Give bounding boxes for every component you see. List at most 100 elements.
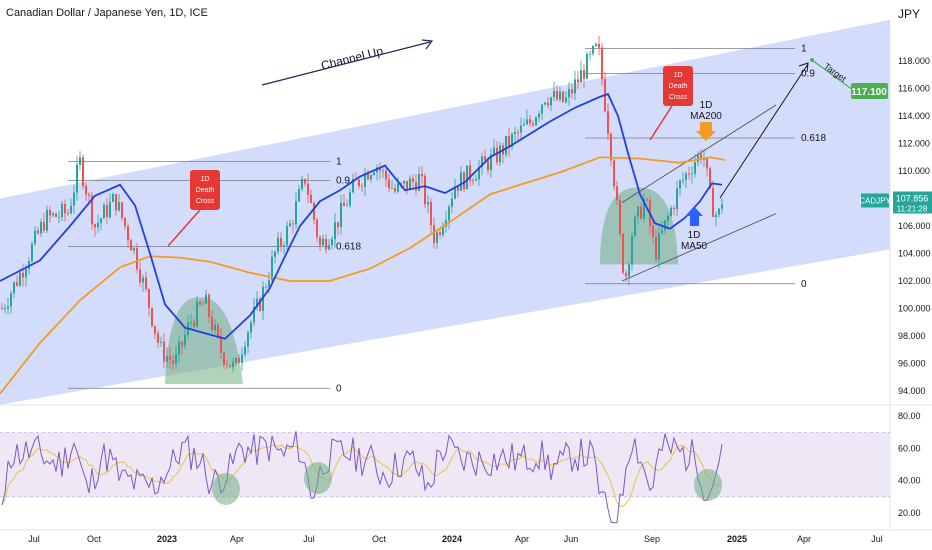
- right-death-cross-pointer: [649, 105, 673, 141]
- candle-body: [472, 180, 474, 182]
- candle-body: [670, 207, 672, 216]
- candle-body: [211, 316, 213, 330]
- candle-body: [163, 341, 165, 362]
- right-fib-label-1: 0.9: [801, 68, 815, 79]
- candle-body: [637, 206, 639, 217]
- candle-body: [487, 160, 489, 171]
- price-tick-3: 112.000: [898, 139, 930, 149]
- projection-arrow: [719, 63, 809, 199]
- candle-body: [343, 202, 345, 206]
- candle-body: [241, 354, 243, 363]
- time-tick-9: Sep: [644, 534, 660, 544]
- candle-body: [166, 356, 168, 362]
- left-death-cross-callout-line-2: Cross: [196, 198, 215, 205]
- left-death-cross-pointer: [167, 209, 201, 247]
- price-tick-2: 114.000: [898, 111, 930, 121]
- candle-body: [79, 157, 81, 165]
- candle-body: [151, 307, 153, 326]
- candle-body: [709, 168, 711, 189]
- candle-body: [37, 230, 39, 234]
- candle-body: [415, 181, 417, 191]
- candle-body: [469, 165, 471, 181]
- candle-body: [646, 199, 648, 201]
- candle-body: [160, 341, 162, 343]
- candle-body: [664, 220, 666, 231]
- candle-body: [148, 289, 150, 308]
- target-price-tag: 117.100: [851, 87, 887, 98]
- candle-body: [208, 294, 210, 317]
- ma200-label-line-0: 1D: [700, 100, 713, 111]
- candle-body: [607, 111, 609, 134]
- candle-body: [538, 113, 540, 118]
- candle-body: [616, 186, 618, 200]
- candle-body: [628, 264, 630, 277]
- candle-body: [610, 133, 612, 161]
- candle-body: [283, 245, 285, 247]
- candle-body: [694, 162, 696, 174]
- candle-body: [583, 70, 585, 79]
- candle-body: [349, 192, 351, 206]
- left-fib-label-0: 1: [336, 156, 342, 167]
- candle-body: [655, 236, 657, 260]
- candle-body: [466, 165, 468, 190]
- target-price-tag-bg: [851, 83, 888, 99]
- candle-body: [511, 133, 513, 147]
- right-fib-label-3: 0: [801, 279, 807, 290]
- candle-body: [493, 147, 495, 155]
- candle-body: [598, 43, 600, 48]
- candle-body: [76, 164, 78, 193]
- candle-body: [346, 205, 348, 207]
- candle-body: [400, 183, 402, 185]
- last-price-value: 107.856: [896, 193, 929, 203]
- candle-body: [412, 178, 414, 182]
- candle-body: [319, 237, 321, 246]
- time-tick-2: 2023: [157, 534, 177, 544]
- candle-body: [463, 172, 465, 190]
- candle-body: [232, 362, 234, 368]
- candle-body: [601, 47, 603, 80]
- candle-body: [436, 232, 438, 243]
- symbol-tag-bg: [861, 193, 889, 208]
- candle-body: [589, 53, 591, 55]
- candle-body: [676, 188, 678, 210]
- candle-body: [184, 334, 186, 346]
- candle-body: [253, 306, 255, 323]
- projection-arrowhead: [798, 62, 809, 73]
- candle-body: [106, 204, 108, 218]
- candle-body: [394, 188, 396, 192]
- candle-body: [478, 166, 480, 180]
- candle-body: [328, 245, 330, 250]
- rsi-tick-0: 80.00: [898, 411, 921, 421]
- candle-body: [577, 79, 579, 83]
- candle-body: [127, 226, 129, 241]
- candle-body: [154, 325, 156, 334]
- candle-body: [169, 356, 171, 360]
- candle-body: [58, 216, 60, 218]
- candle-body: [226, 364, 228, 366]
- left-fib-label-3: 0: [336, 383, 342, 394]
- candle-body: [259, 298, 261, 311]
- candle-body: [322, 238, 324, 246]
- candle-body: [49, 210, 51, 216]
- candle-body: [103, 204, 105, 219]
- candle-body: [475, 179, 477, 181]
- candle-body: [337, 222, 339, 228]
- candle-body: [334, 222, 336, 240]
- price-tick-10: 98.000: [898, 331, 926, 341]
- candle-body: [133, 248, 135, 251]
- time-tick-8: Jun: [564, 534, 579, 544]
- currency-label[interactable]: JPY: [898, 7, 921, 21]
- channel-up-area: [0, 19, 890, 405]
- right-channel-lower: [621, 213, 777, 282]
- right-fib-label-2: 0.618: [801, 133, 826, 144]
- candle-body: [97, 222, 99, 228]
- rsi-tick-1: 60.00: [898, 443, 921, 453]
- left-fib-label-1: 0.9: [336, 176, 350, 187]
- candle-body: [271, 256, 273, 281]
- ma200-label-line-1: MA200: [690, 111, 722, 122]
- candle-body: [586, 54, 588, 79]
- candle-body: [85, 185, 87, 195]
- candle-body: [433, 225, 435, 243]
